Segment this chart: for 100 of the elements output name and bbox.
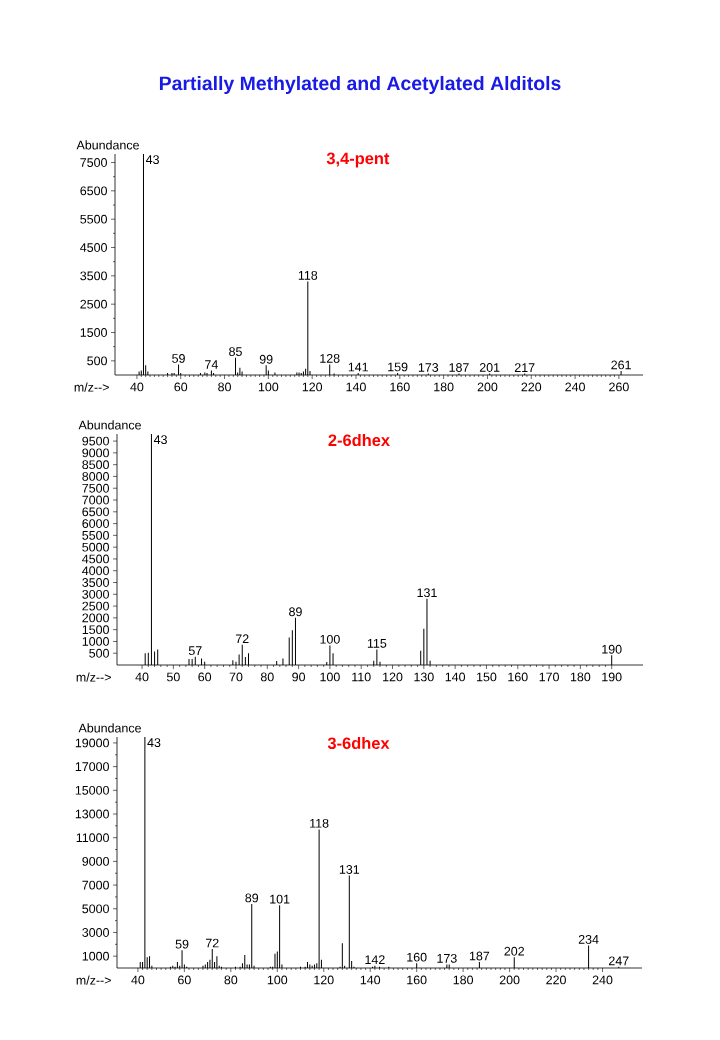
annotation: 131 bbox=[417, 588, 437, 598]
x-tick-label: 90 bbox=[292, 672, 306, 682]
annotation: 187 bbox=[449, 363, 469, 372]
annotation: 118 bbox=[310, 818, 329, 828]
x-tick-label: 200 bbox=[499, 975, 520, 985]
y-tick-label: 1500 bbox=[80, 328, 107, 337]
annotation: 59 bbox=[175, 939, 189, 949]
x-tick-label: 200 bbox=[477, 382, 498, 392]
annotation: 89 bbox=[289, 607, 302, 617]
annotation: 89 bbox=[245, 893, 259, 903]
annotation: 57 bbox=[188, 646, 202, 656]
y-tick-label: 500 bbox=[89, 648, 109, 658]
annotation: 43 bbox=[145, 155, 159, 165]
x-tick-label: 80 bbox=[218, 382, 231, 392]
x-tick-label: 260 bbox=[609, 382, 629, 392]
annotation: 43 bbox=[153, 435, 167, 445]
chart-title: Partially Methylated and Acetylated Alditols bbox=[159, 75, 561, 95]
y-tick-label: 6000 bbox=[82, 519, 109, 528]
x-tick-label: 170 bbox=[539, 672, 559, 682]
y-tick-label: 11000 bbox=[76, 833, 109, 843]
y-tick-label: 6500 bbox=[80, 186, 107, 196]
annotation: 85 bbox=[229, 347, 242, 357]
annotation: 59 bbox=[172, 354, 185, 363]
y-tick-label: 9500 bbox=[82, 436, 109, 446]
y-tick-label: 13000 bbox=[75, 809, 109, 819]
x-tick-label: 100 bbox=[258, 382, 279, 392]
annotation: 247 bbox=[609, 956, 629, 966]
x-tick-label: 80 bbox=[224, 975, 238, 985]
y-axis-title: Abundance bbox=[76, 140, 139, 150]
y-tick-label: 3500 bbox=[80, 271, 107, 281]
y-tick-label: 7000 bbox=[82, 880, 109, 890]
annotation: 131 bbox=[339, 865, 360, 874]
y-tick-label: 5500 bbox=[80, 214, 107, 224]
annotation: 128 bbox=[320, 354, 340, 363]
x-tick-label: 180 bbox=[453, 975, 474, 985]
y-tick-label: 3000 bbox=[82, 928, 109, 937]
annotation: 43 bbox=[147, 738, 161, 748]
y-tick-label: 4000 bbox=[82, 566, 109, 576]
y-tick-label: 500 bbox=[87, 356, 107, 366]
x-tick-label: 150 bbox=[477, 672, 497, 682]
x-tick-label: 70 bbox=[229, 672, 243, 682]
annotation: 99 bbox=[259, 354, 273, 364]
x-tick-label: 40 bbox=[131, 975, 145, 985]
annotation: 118 bbox=[298, 271, 318, 280]
y-tick-label: 1000 bbox=[82, 951, 109, 961]
y-tick-label: 5500 bbox=[82, 530, 109, 540]
y-tick-label: 2500 bbox=[82, 601, 109, 611]
y-axis-title: Abundance bbox=[78, 723, 141, 733]
x-tick-label: 220 bbox=[546, 975, 566, 985]
annotation: 101 bbox=[270, 894, 290, 904]
annotation: 100 bbox=[320, 634, 340, 644]
y-tick-label: 7500 bbox=[80, 158, 107, 167]
x-tick-label: 110 bbox=[352, 672, 371, 682]
y-tick-label: 3500 bbox=[82, 578, 109, 587]
y-tick-label: 5000 bbox=[82, 904, 109, 914]
y-tick-label: 9000 bbox=[82, 856, 109, 866]
y-tick-label: 7000 bbox=[82, 495, 109, 505]
x-tick-label: 130 bbox=[414, 672, 434, 682]
x-tick-label: 140 bbox=[445, 672, 466, 682]
y-tick-label: 15000 bbox=[75, 785, 109, 795]
annotation: 72 bbox=[205, 938, 219, 948]
y-tick-label: 4500 bbox=[80, 243, 107, 252]
y-tick-label: 17000 bbox=[75, 762, 109, 772]
y-tick-label: 6500 bbox=[82, 507, 109, 517]
annotation: 160 bbox=[407, 952, 427, 962]
annotation: 173 bbox=[418, 363, 439, 372]
y-tick-label: 8000 bbox=[82, 472, 109, 481]
x-tick-label: 160 bbox=[390, 382, 410, 392]
x-tick-label: 180 bbox=[570, 672, 591, 682]
annotation: 201 bbox=[479, 363, 500, 372]
x-axis-title: m/z--> bbox=[76, 672, 111, 682]
y-tick-label: 7500 bbox=[82, 483, 109, 493]
x-tick-label: 140 bbox=[346, 382, 366, 392]
y-tick-label: 2500 bbox=[80, 299, 107, 309]
x-tick-label: 240 bbox=[592, 975, 613, 985]
annotation: 187 bbox=[469, 951, 490, 961]
chart-subtitle: 3,4-pent bbox=[326, 152, 390, 168]
y-tick-label: 3000 bbox=[82, 589, 109, 599]
y-tick-label: 2000 bbox=[82, 613, 109, 623]
x-tick-label: 120 bbox=[302, 382, 323, 392]
x-tick-label: 50 bbox=[166, 672, 180, 682]
y-tick-label: 19000 bbox=[75, 738, 109, 748]
annotation: 115 bbox=[367, 639, 387, 648]
y-tick-label: 9000 bbox=[82, 448, 109, 458]
annotation: 234 bbox=[578, 935, 599, 944]
x-tick-label: 40 bbox=[135, 672, 149, 682]
x-tick-label: 60 bbox=[178, 975, 191, 985]
x-tick-label: 220 bbox=[521, 382, 542, 392]
x-tick-label: 140 bbox=[360, 975, 381, 985]
annotation: 159 bbox=[388, 362, 408, 372]
annotation: 190 bbox=[602, 644, 622, 654]
annotation: 173 bbox=[437, 953, 457, 963]
x-tick-label: 100 bbox=[320, 672, 340, 682]
x-tick-label: 120 bbox=[383, 672, 403, 682]
annotation: 74 bbox=[205, 360, 218, 369]
x-tick-label: 180 bbox=[434, 382, 454, 392]
x-tick-label: 60 bbox=[198, 672, 212, 682]
y-tick-label: 4500 bbox=[82, 554, 109, 564]
chart-subtitle: 2-6dhex bbox=[328, 433, 390, 447]
y-tick-label: 1000 bbox=[82, 637, 109, 646]
